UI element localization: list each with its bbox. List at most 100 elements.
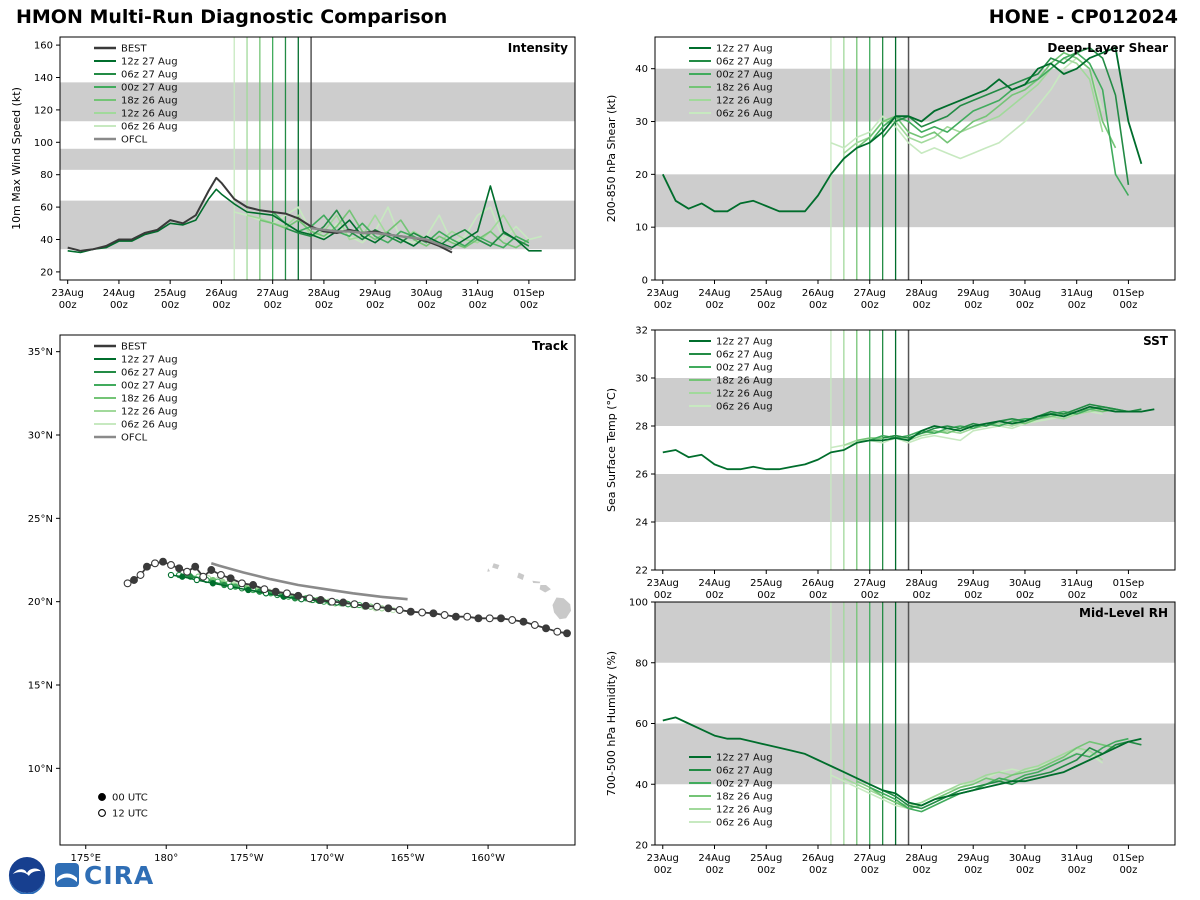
track-point-best <box>451 612 460 621</box>
svg-text:00z: 00z <box>809 300 827 311</box>
series-rh-r18z26 <box>856 740 1116 810</box>
series-intensity-r18z26 <box>259 209 530 249</box>
svg-text:10: 10 <box>635 223 648 234</box>
svg-text:00z: 00z <box>1068 300 1086 311</box>
svg-text:OFCL: OFCL <box>121 135 148 146</box>
svg-text:18z 26 Aug: 18z 26 Aug <box>716 83 773 94</box>
svg-text:160: 160 <box>34 41 53 52</box>
svg-text:175°W: 175°W <box>230 853 264 864</box>
svg-text:00z: 00z <box>1119 590 1137 601</box>
series-sst-r12z27 <box>662 405 1155 471</box>
svg-text:00z: 00z <box>264 300 282 311</box>
svg-text:170°W: 170°W <box>310 853 344 864</box>
noaa-logo-icon <box>8 856 46 894</box>
shaded-band <box>60 82 575 122</box>
svg-text:00z: 00z <box>861 590 879 601</box>
svg-text:00z: 00z <box>654 865 672 876</box>
svg-text:00z: 00z <box>861 300 879 311</box>
svg-text:24Aug: 24Aug <box>698 288 730 299</box>
series-sst-r06z27 <box>882 403 1142 439</box>
svg-text:30Aug: 30Aug <box>1009 288 1041 299</box>
track-point-best <box>373 602 381 611</box>
x-axis-intensity: 23Aug00z24Aug00z25Aug00z26Aug00z27Aug00z… <box>52 280 545 311</box>
track-point-best <box>485 614 494 623</box>
svg-text:25Aug: 25Aug <box>154 288 186 299</box>
svg-text:15°N: 15°N <box>28 681 53 692</box>
svg-text:29Aug: 29Aug <box>957 288 989 299</box>
svg-text:12z 26 Aug: 12z 26 Aug <box>716 389 773 400</box>
svg-text:18z 26 Aug: 18z 26 Aug <box>716 376 773 387</box>
svg-text:18z 26 Aug: 18z 26 Aug <box>716 792 773 803</box>
svg-text:00z: 00z <box>1016 865 1034 876</box>
series-sst-r00z27 <box>869 405 1129 442</box>
svg-text:00z: 00z <box>417 300 435 311</box>
cira-logo-icon <box>55 863 79 887</box>
track-point-best <box>384 604 393 613</box>
svg-text:01Sep: 01Sep <box>1113 853 1145 864</box>
shaded-band <box>655 474 1175 522</box>
svg-text:35°N: 35°N <box>28 347 53 358</box>
y-axis-sst: 22 24 26 28 30 32 <box>635 326 655 577</box>
svg-text:10°N: 10°N <box>28 764 53 775</box>
track-point-best <box>328 597 336 606</box>
series-rh-r12z27 <box>662 716 1142 807</box>
svg-text:00z: 00z <box>654 590 672 601</box>
track-point-r12z27 <box>227 583 234 590</box>
svg-text:26Aug: 26Aug <box>802 288 834 299</box>
svg-text:60: 60 <box>40 203 53 214</box>
y-axis-label-intensity: 10m Max Wind Speed (kt) <box>10 87 23 230</box>
svg-text:26Aug: 26Aug <box>802 853 834 864</box>
track-point-best <box>316 596 325 604</box>
legend-rh: 12z 27 Aug 06z 27 Aug 00z 27 Aug 18z 26 Aug… <box>689 753 773 829</box>
svg-text:00z: 00z <box>1068 865 1086 876</box>
svg-text:12 UTC: 12 UTC <box>112 809 148 820</box>
track-point-r12z27 <box>209 580 217 587</box>
svg-text:00z: 00z <box>706 865 724 876</box>
track-point-best <box>130 576 138 584</box>
svg-text:06z 27 Aug: 06z 27 Aug <box>716 350 773 361</box>
svg-text:24Aug: 24Aug <box>698 853 730 864</box>
svg-text:100: 100 <box>629 598 648 609</box>
x-axis-track: 175°E 180° 175°W 170°W 165°W 160°W <box>71 845 505 864</box>
y-axis-label-sst: Sea Surface Temp (°C) <box>605 388 618 512</box>
svg-text:00z 27 Aug: 00z 27 Aug <box>716 363 773 374</box>
series-intensity-r06z26 <box>234 206 542 244</box>
track-point-best <box>282 589 291 598</box>
track-point-best <box>216 571 225 579</box>
svg-text:160°W: 160°W <box>471 853 505 864</box>
svg-text:00z: 00z <box>59 300 77 311</box>
svg-text:06z 26 Aug: 06z 26 Aug <box>121 122 178 133</box>
svg-text:00z: 00z <box>861 865 879 876</box>
svg-text:80: 80 <box>40 170 53 181</box>
svg-text:30Aug: 30Aug <box>410 288 442 299</box>
track-point-best <box>463 612 472 621</box>
svg-text:00z: 00z <box>1119 300 1137 311</box>
track-point-best <box>183 567 192 576</box>
series-rh-r06z27 <box>882 740 1142 810</box>
svg-text:26Aug: 26Aug <box>205 288 237 299</box>
svg-text:100: 100 <box>34 138 53 149</box>
track-point-best <box>530 621 539 629</box>
track-point-best <box>175 564 184 573</box>
track-point-best <box>159 557 167 566</box>
svg-text:80: 80 <box>635 658 648 669</box>
track-point-best <box>260 585 269 594</box>
svg-text:00z: 00z <box>110 300 128 311</box>
svg-text:20: 20 <box>40 267 53 278</box>
svg-text:28Aug: 28Aug <box>905 853 937 864</box>
track-point-best <box>429 609 438 618</box>
track-point-best <box>271 587 280 596</box>
land-island <box>552 597 571 620</box>
series-intensity-ofcl <box>310 227 453 251</box>
track-point-best <box>142 562 151 571</box>
svg-text:12z 27 Aug: 12z 27 Aug <box>716 44 773 55</box>
series-shear-r00z27 <box>869 51 1130 196</box>
panel-rh: Mid-Level RH2040608010023Aug00z24Aug00z2… <box>605 598 1176 876</box>
x-axis-rh: 23Aug00z24Aug00z25Aug00z26Aug00z27Aug00z… <box>647 845 1145 876</box>
footer-logos: CIRA <box>8 856 154 894</box>
svg-text:06z 26 Aug: 06z 26 Aug <box>716 402 773 413</box>
svg-text:00z: 00z <box>809 865 827 876</box>
svg-text:25Aug: 25Aug <box>750 853 782 864</box>
svg-text:175°E: 175°E <box>71 853 101 864</box>
land-island <box>492 563 500 570</box>
